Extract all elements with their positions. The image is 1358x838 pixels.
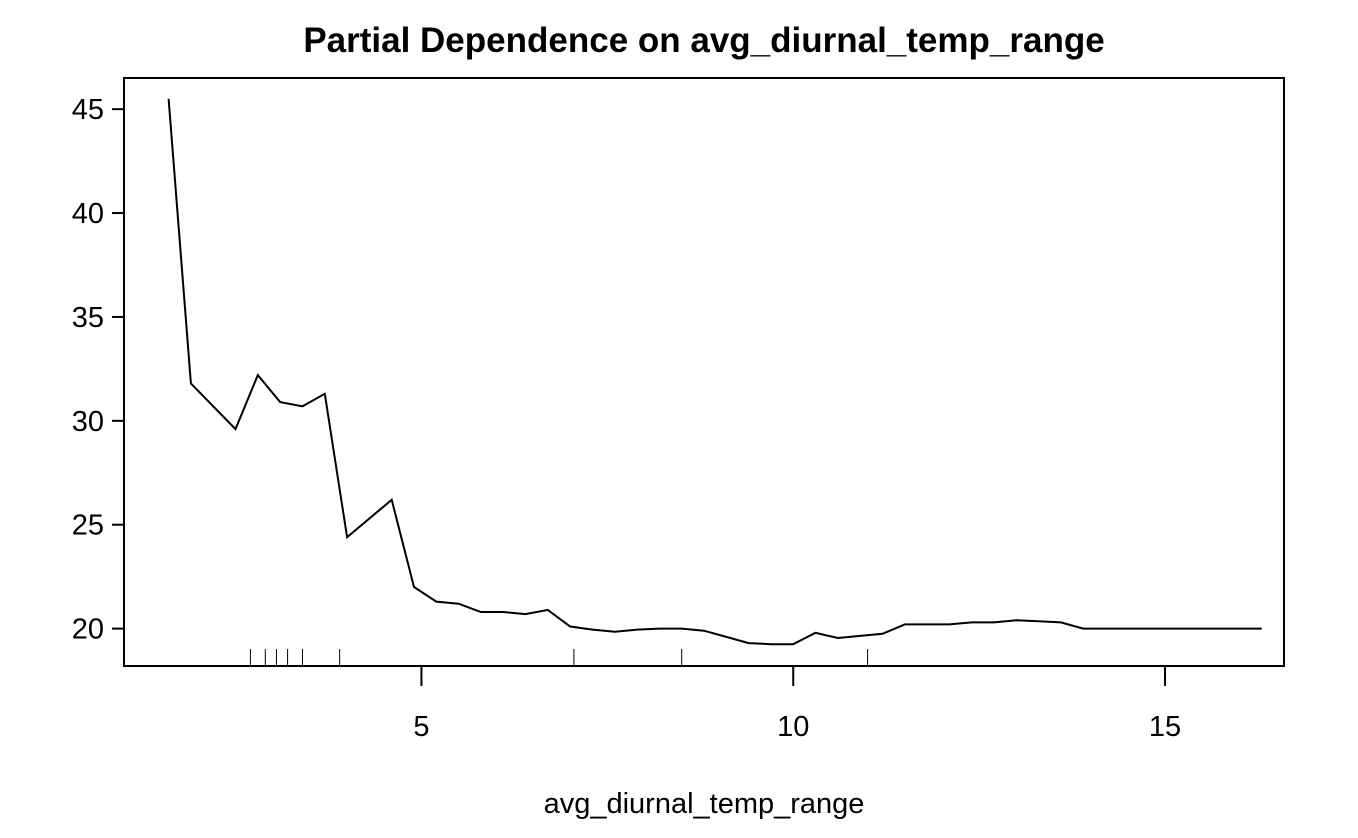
x-tick-label: 5 bbox=[413, 711, 429, 743]
x-axis: 5 10 15 bbox=[413, 666, 1181, 743]
x-tick-label: 15 bbox=[1149, 711, 1181, 743]
y-tick-label: 35 bbox=[72, 302, 104, 334]
y-tick-label: 30 bbox=[72, 406, 104, 438]
y-tick-label: 20 bbox=[72, 614, 104, 646]
y-tick-label: 45 bbox=[72, 94, 104, 126]
y-tick-label: 40 bbox=[72, 198, 104, 230]
y-tick-label: 25 bbox=[72, 510, 104, 542]
rug-marks bbox=[249, 649, 869, 666]
y-axis: 20 25 30 35 40 45 bbox=[72, 94, 124, 646]
plot-frame bbox=[123, 77, 1285, 667]
x-axis-label: avg_diurnal_temp_range bbox=[544, 788, 865, 820]
series-line-partial-dependence bbox=[167, 98, 1262, 646]
x-tick-label: 10 bbox=[777, 711, 809, 743]
chart-title: Partial Dependence on avg_diurnal_temp_r… bbox=[303, 21, 1104, 60]
